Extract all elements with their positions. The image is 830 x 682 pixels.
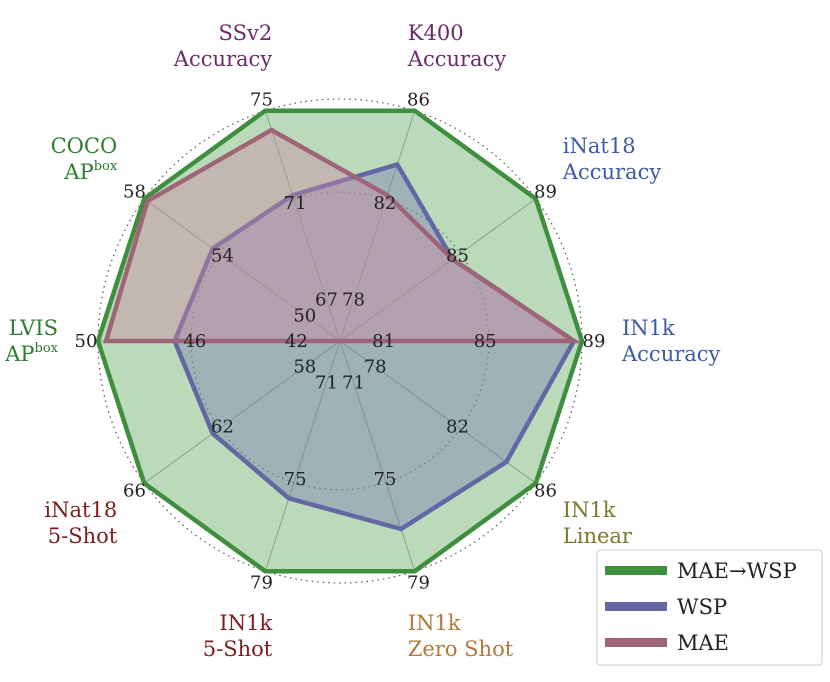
tick-label: 89 xyxy=(534,182,557,203)
tick-label: 71 xyxy=(342,372,365,393)
tick-label: 50 xyxy=(293,305,316,326)
axis-label-lvis_ap: APbox xyxy=(4,341,58,366)
tick-label: 78 xyxy=(342,290,365,311)
tick-label: 89 xyxy=(583,331,606,352)
tick-label: 82 xyxy=(373,193,396,214)
axis-label-lvis_ap: LVIS xyxy=(9,316,58,340)
tick-label: 75 xyxy=(284,469,307,490)
axis-label-ssv2_acc: Accuracy xyxy=(173,47,273,71)
tick-label: 58 xyxy=(293,357,316,378)
tick-label: 46 xyxy=(183,331,206,352)
axis-label-coco_ap: COCO xyxy=(51,134,118,158)
tick-label: 79 xyxy=(407,573,430,594)
axis-label-inat18_acc: Accuracy xyxy=(562,160,662,184)
axis-spoke xyxy=(264,340,341,572)
legend-label: MAE xyxy=(677,631,729,655)
axis-label-inat18_5shot: iNat18 xyxy=(44,498,117,522)
axis-label-in1k_linear: Linear xyxy=(563,524,633,548)
axis-label-in1k_acc: Accuracy xyxy=(621,342,721,366)
tick-label: 75 xyxy=(250,89,273,110)
axis-label-in1k_5shot: IN1k xyxy=(219,611,272,635)
tick-label: 62 xyxy=(211,416,234,437)
axis-spoke xyxy=(143,340,341,484)
legend-box xyxy=(596,549,823,666)
axis-label-inat18_acc: iNat18 xyxy=(563,134,636,158)
tick-label: 50 xyxy=(75,331,98,352)
axis-label-k400_acc: K400 xyxy=(408,21,464,45)
tick-label: 71 xyxy=(315,372,338,393)
axis-label-coco_ap: APbox xyxy=(63,159,117,184)
axis-spoke xyxy=(339,340,416,572)
legend-swatch xyxy=(605,566,667,575)
tick-label: 86 xyxy=(534,480,557,501)
axis-label-in1k_zeroshot: IN1k xyxy=(408,611,461,635)
legend-label: MAE→WSP xyxy=(677,559,797,583)
tick-label: 67 xyxy=(315,290,338,311)
axis-label-in1k_linear: IN1k xyxy=(563,498,616,522)
axis-label-ssv2_acc: SSv2 xyxy=(219,21,273,45)
tick-label: 79 xyxy=(250,573,273,594)
tick-label: 85 xyxy=(474,331,497,352)
axis-spoke xyxy=(339,340,537,484)
axis-label-in1k_acc: IN1k xyxy=(622,316,675,340)
axis-spoke xyxy=(143,198,341,342)
tick-label: 42 xyxy=(285,331,308,352)
axis-spoke xyxy=(339,110,416,342)
legend-swatch xyxy=(605,638,667,647)
axis-label-in1k_5shot: 5-Shot xyxy=(203,637,273,661)
tick-label: 71 xyxy=(284,193,307,214)
legend-label: WSP xyxy=(677,595,727,619)
axis-spoke xyxy=(264,110,341,342)
axis-label-inat18_5shot: 5-Shot xyxy=(48,524,118,548)
tick-label: 66 xyxy=(123,480,146,501)
tick-label: 78 xyxy=(364,357,387,378)
tick-label: 86 xyxy=(407,89,430,110)
axis-label-k400_acc: Accuracy xyxy=(407,47,507,71)
axis-spoke xyxy=(339,198,537,342)
tick-label: 81 xyxy=(372,331,395,352)
tick-label: 75 xyxy=(373,469,396,490)
tick-label: 85 xyxy=(446,246,469,267)
series-area-mae xyxy=(103,127,582,344)
tick-label: 58 xyxy=(123,182,146,203)
tick-label: 82 xyxy=(446,416,469,437)
axis-label-in1k_zeroshot: Zero Shot xyxy=(408,637,514,661)
legend-swatch xyxy=(605,602,667,611)
tick-label: 54 xyxy=(211,246,234,267)
